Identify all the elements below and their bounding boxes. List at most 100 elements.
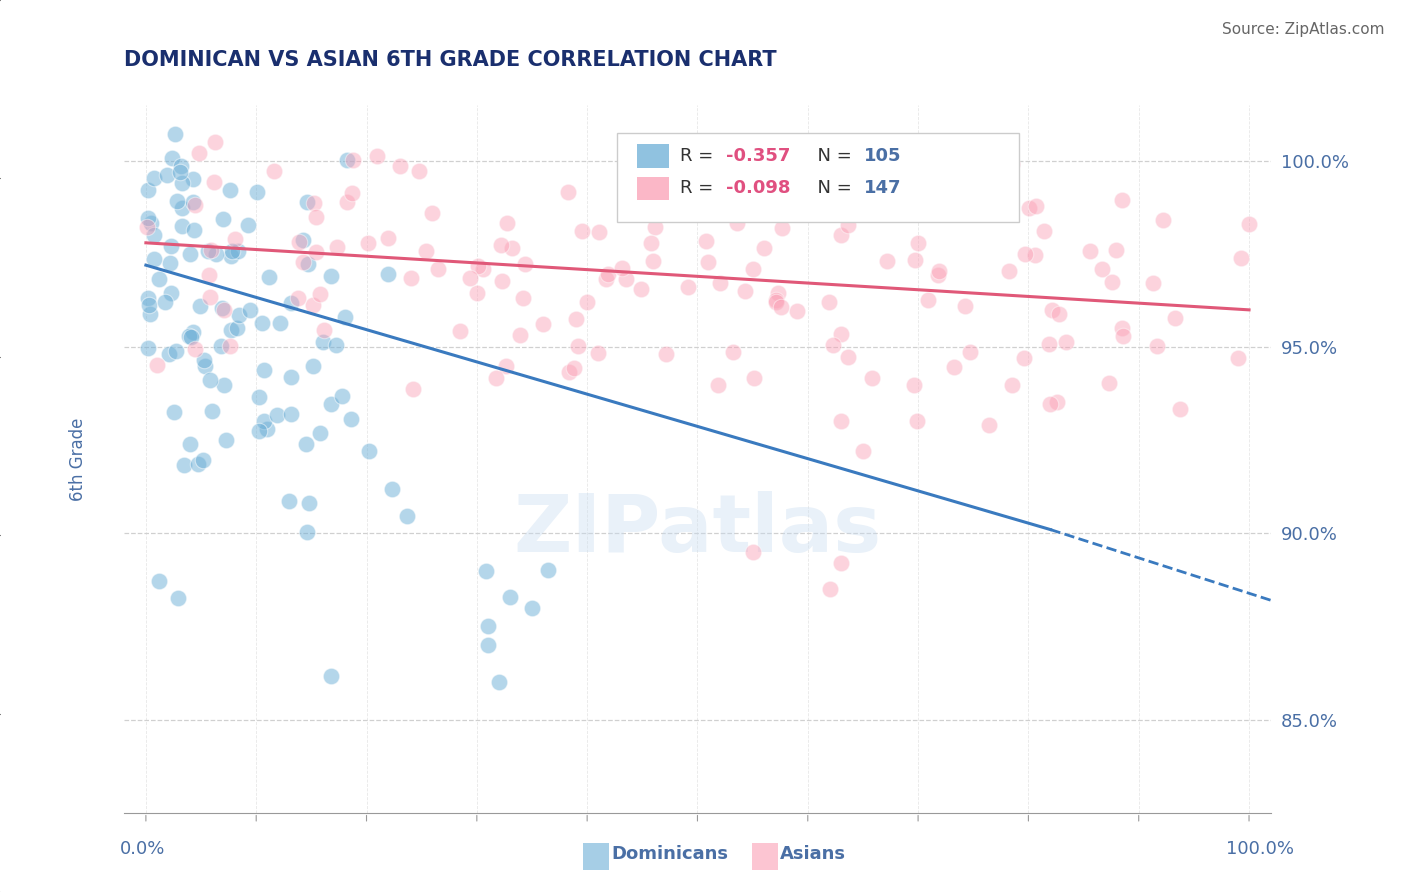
Point (644, 220, 666, 235)
Point (170, 159, 193, 173)
Point (205, 52, 228, 66)
Point (277, 494, 299, 508)
Point (509, 327, 531, 342)
Point (143, 252, 166, 266)
Bar (752, 843, 778, 870)
Point (928, 264, 950, 278)
Point (302, 195, 325, 210)
Point (252, 316, 274, 330)
Point (959, 345, 981, 359)
Point (477, 619, 499, 633)
Point (280, 370, 302, 384)
Point (1039, 397, 1062, 411)
Point (741, 545, 763, 559)
Text: 6th Grade: 6th Grade (69, 417, 87, 500)
Point (302, 359, 325, 374)
Point (904, 252, 927, 267)
Point (792, 183, 814, 197)
Point (226, 321, 249, 335)
Point (477, 638, 499, 652)
Point (202, 175, 225, 189)
Point (1112, 328, 1135, 343)
Point (197, 244, 219, 259)
Text: 100.0%: 100.0% (1226, 840, 1294, 858)
Point (654, 346, 676, 360)
Point (172, 201, 194, 215)
Point (295, 437, 318, 451)
Point (485, 370, 508, 384)
Point (640, 235, 662, 250)
Point (179, 436, 201, 450)
Point (226, 244, 249, 258)
Text: 0.0%: 0.0% (120, 840, 165, 858)
Point (696, 255, 718, 269)
Point (138, 183, 160, 197)
Point (830, 556, 852, 570)
Text: 105: 105 (863, 147, 901, 165)
Point (288, 235, 311, 249)
Point (586, 345, 609, 359)
Point (172, 219, 194, 233)
Point (1047, 307, 1070, 321)
Text: R =: R = (681, 179, 720, 197)
Point (643, 254, 665, 268)
Text: Dominicans: Dominicans (612, 846, 728, 863)
Point (301, 298, 323, 312)
Point (1014, 247, 1036, 261)
Point (160, 152, 183, 166)
Point (786, 303, 808, 318)
Point (325, 338, 347, 352)
Point (342, 153, 364, 167)
Point (291, 233, 314, 247)
Point (495, 359, 517, 374)
Point (184, 198, 207, 212)
Point (415, 244, 437, 259)
Point (1111, 321, 1133, 335)
Point (388, 159, 411, 173)
Point (1226, 351, 1249, 365)
Point (221, 249, 243, 263)
Point (927, 268, 949, 282)
Point (752, 241, 775, 255)
Point (311, 334, 333, 349)
Point (917, 293, 939, 307)
Text: Asians: Asians (780, 846, 846, 863)
Point (298, 496, 321, 510)
Point (263, 164, 285, 178)
Point (204, 135, 226, 149)
Point (531, 317, 554, 331)
Point (943, 359, 966, 374)
Point (709, 277, 731, 291)
Point (630, 282, 652, 296)
Text: ZIPatlas: ZIPatlas (513, 491, 882, 568)
Point (326, 240, 349, 254)
Point (818, 582, 841, 597)
Point (247, 391, 270, 405)
Point (209, 339, 232, 353)
Point (596, 267, 619, 281)
Point (247, 424, 270, 438)
Point (135, 220, 157, 235)
Point (907, 236, 929, 251)
Point (1054, 335, 1077, 350)
Point (1168, 402, 1191, 417)
Point (512, 291, 534, 305)
Point (766, 285, 789, 300)
Point (148, 271, 170, 285)
Point (228, 308, 250, 322)
Point (193, 453, 215, 467)
Point (177, 328, 200, 343)
Text: R =: R = (681, 147, 720, 165)
Point (181, 195, 204, 210)
Point (198, 289, 221, 303)
Point (770, 300, 793, 314)
Point (181, 172, 204, 186)
Point (558, 365, 581, 379)
Point (1024, 248, 1046, 262)
Point (266, 408, 288, 422)
Point (269, 317, 291, 331)
Point (314, 323, 336, 337)
Point (146, 358, 169, 372)
Point (200, 244, 222, 258)
Point (342, 186, 364, 201)
